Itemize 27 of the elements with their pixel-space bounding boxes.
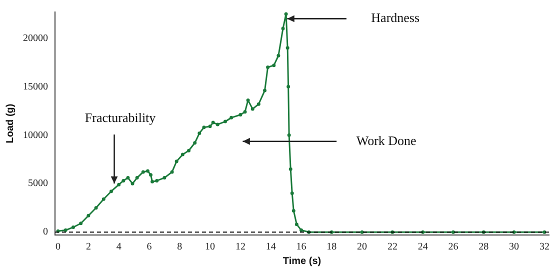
x-tick-label: 22 <box>387 242 398 253</box>
y-axis-title: Load (g) <box>4 104 16 144</box>
x-tick-label: 10 <box>205 242 216 253</box>
y-tick-label: 0 <box>43 226 48 238</box>
annotation: Hardness <box>371 10 420 26</box>
x-tick-label: 32 <box>539 242 550 253</box>
x-tick-label: 28 <box>478 242 489 253</box>
x-axis-title: Time (s) <box>282 256 322 267</box>
x-tick-label: 30 <box>509 242 520 253</box>
y-tick-label: 5000 <box>28 178 48 190</box>
x-tick-label: 16 <box>296 242 306 253</box>
x-tick-label: 2 <box>86 242 91 253</box>
x-tick-label: 0 <box>56 242 61 253</box>
y-tick-label: 15000 <box>23 81 48 92</box>
annotation: Work Done <box>356 132 417 148</box>
y-tick-label: 20000 <box>23 32 48 44</box>
x-tick-label: 6 <box>146 242 152 253</box>
annotation: Fracturability <box>84 110 156 125</box>
x-tick-label: 24 <box>418 242 428 253</box>
x-tick-label: 20 <box>357 242 368 253</box>
x-tick-label: 18 <box>326 242 337 253</box>
x-tick-label: 26 <box>448 242 458 253</box>
y-tick-label: 10000 <box>23 130 48 141</box>
x-tick-label: 12 <box>235 242 246 253</box>
x-tick-label: 14 <box>266 242 276 253</box>
x-tick-label: 8 <box>177 242 182 253</box>
x-tick-label: 4 <box>116 242 122 253</box>
